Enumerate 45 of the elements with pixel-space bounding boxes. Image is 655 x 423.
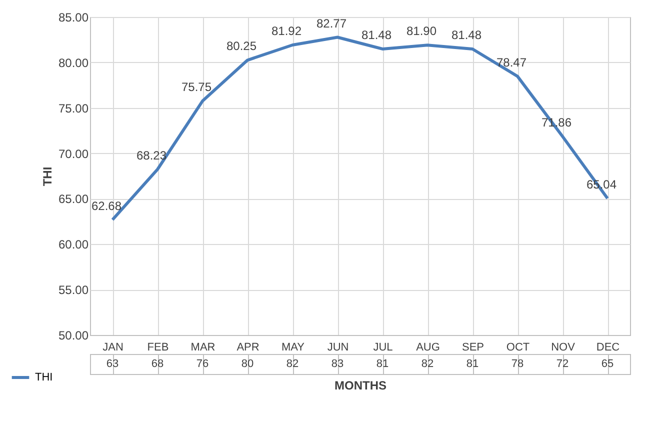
annotation: 65 (601, 358, 614, 370)
y-tick-label: 75.00 (58, 101, 89, 116)
y-tick-label: 80.00 (58, 56, 89, 70)
y-tick-label: 55.00 (58, 283, 89, 298)
annotation: 72 (556, 358, 569, 370)
y-axis-title: THI (40, 166, 54, 186)
x-tick-label: JUN (327, 342, 349, 354)
text: 81.48 (451, 28, 482, 42)
annotation: 82 (421, 358, 434, 370)
annotation: 83 (331, 358, 344, 370)
text: 82.77 (316, 16, 347, 30)
legend-label: THI (35, 372, 53, 384)
x-tick-label: JAN (102, 342, 124, 354)
text: 81.90 (406, 24, 437, 38)
text: 75.75 (181, 80, 212, 94)
x-tick-label: FEB (147, 342, 169, 354)
y-tick-label: 65.00 (58, 192, 89, 206)
text: 80.25 (226, 39, 257, 54)
y-tick-label: 60.00 (58, 238, 89, 252)
text: 81.92 (271, 24, 302, 38)
text: 78.47 (496, 55, 527, 70)
annotation: 63 (106, 358, 119, 370)
text: 62.68 (91, 198, 122, 213)
x-tick-label: DEC (596, 342, 620, 354)
annotation: 82 (286, 358, 299, 370)
x-tick-label: SEP (462, 342, 484, 354)
x-tick-label: NOV (551, 342, 576, 354)
y-tick-label: 50.00 (58, 328, 89, 342)
y-tick-label: 85.00 (58, 10, 89, 24)
text: 81.48 (361, 28, 392, 42)
annotation: 80 (241, 358, 254, 370)
x-tick-label: OCT (506, 342, 530, 354)
annotation: 76 (196, 358, 209, 370)
x-tick-label: MAR (190, 342, 216, 354)
annotation: 68 (151, 358, 164, 370)
annotation: 78 (511, 358, 524, 370)
annotation: 81 (466, 358, 479, 370)
y-tick-label: 70.00 (58, 146, 89, 161)
x-tick-label: APR (236, 342, 260, 354)
x-tick-label: MAY (281, 342, 306, 354)
text: 68.23 (136, 148, 167, 162)
x-tick-label: AUG (416, 342, 440, 354)
x-axis-title: MONTHS (334, 378, 386, 392)
x-tick-label: JUL (373, 342, 393, 354)
annotation: 81 (376, 358, 389, 370)
